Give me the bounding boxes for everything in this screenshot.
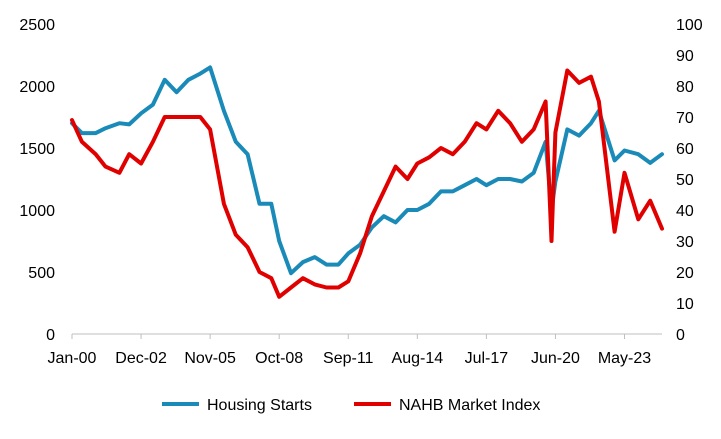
right-y-tick-label: 60 [676,141,694,158]
series-layer [70,65,664,299]
legend-label: Housing Starts [207,397,312,414]
x-axis: Jan-00 Dec-02 Nov-05 Oct-08 Sep-11 Aug-14 Jul-… [48,334,651,367]
x-tick-label: Sep-11 [323,350,374,367]
right-y-tick-label: 80 [676,79,694,96]
right-y-tick-label: 30 [676,234,694,251]
legend-label: NAHB Market Index [399,397,540,414]
series-line-nahb-market-index [70,68,664,299]
x-tick-label: Nov-05 [184,350,236,367]
right-y-axis: 0 10 20 30 40 50 60 70 80 90 100 [676,17,703,344]
right-y-tick-label: 10 [676,296,694,313]
series-line-housing-starts [70,65,664,276]
right-y-tick-label: 90 [676,48,694,65]
right-y-tick-label: 70 [676,110,694,127]
x-tick-label: May-23 [598,350,651,367]
left-y-tick-label: 2500 [19,17,55,34]
x-tick-label: Jul-17 [465,350,509,367]
legend: Housing Starts NAHB Market Index [162,397,540,414]
left-y-tick-label: 0 [46,327,55,344]
left-y-tick-label: 1000 [19,203,55,220]
right-y-tick-label: 50 [676,172,694,189]
right-y-tick-label: 100 [676,17,703,34]
x-tick-label: Jan-00 [48,350,97,367]
left-y-axis: 0 500 1000 1500 2000 2500 [19,17,55,344]
left-y-tick-label: 1500 [19,141,55,158]
left-y-tick-label: 2000 [19,79,55,96]
x-tick-label: Aug-14 [392,350,444,367]
right-y-tick-label: 20 [676,265,694,282]
x-tick-label: Jun-20 [531,350,580,367]
left-y-tick-label: 500 [28,265,55,282]
x-tick-label: Dec-02 [115,350,167,367]
right-y-tick-label: 40 [676,203,694,220]
right-y-tick-label: 0 [676,327,685,344]
x-tick-label: Oct-08 [255,350,303,367]
